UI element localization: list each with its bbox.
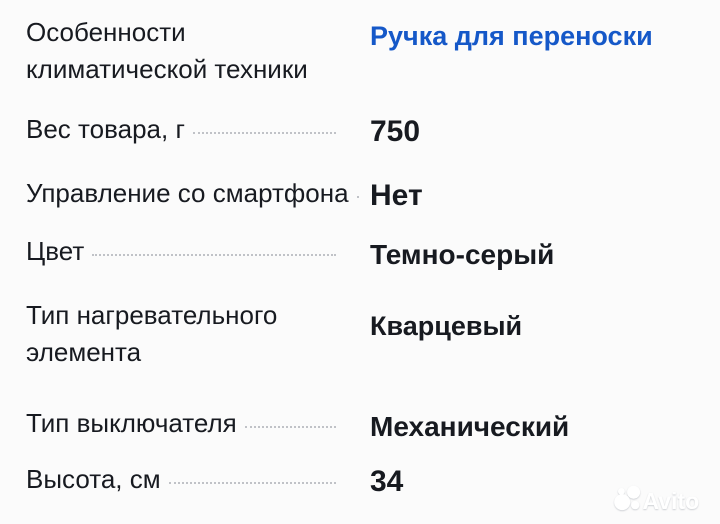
svg-text:Avito: Avito (643, 488, 700, 514)
